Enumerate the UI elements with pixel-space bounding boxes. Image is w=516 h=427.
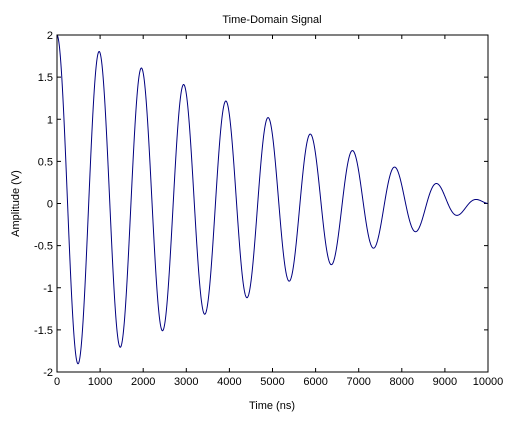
- x-tick-label: 7000: [346, 376, 370, 388]
- x-tick-label: 6000: [303, 376, 327, 388]
- x-tick-label: 4000: [217, 376, 241, 388]
- y-axis-label: Amplitude (V): [10, 170, 22, 237]
- y-tick-label: -2: [43, 367, 53, 379]
- y-tick-label: 2: [47, 30, 53, 42]
- chart-title: Time-Domain Signal: [222, 14, 321, 26]
- y-tick-label: -1.5: [34, 325, 53, 337]
- x-tick-label: 5000: [260, 376, 284, 388]
- x-tick-label: 1000: [88, 376, 112, 388]
- x-tick-label: 0: [54, 376, 60, 388]
- y-tick-label: -0.5: [34, 241, 53, 253]
- y-tick-label: 0.5: [38, 156, 53, 168]
- x-tick-label: 10000: [473, 376, 504, 388]
- plot-area: [57, 35, 488, 372]
- y-tick-label: 1.5: [38, 72, 53, 84]
- y-tick-label: 0: [47, 199, 53, 211]
- x-tick-label: 2000: [131, 376, 155, 388]
- x-axis-label: Time (ns): [249, 400, 295, 412]
- y-tick-label: -1: [43, 283, 53, 295]
- x-tick-label: 9000: [433, 376, 457, 388]
- x-tick-label: 8000: [390, 376, 414, 388]
- y-tick-label: 1: [47, 114, 53, 126]
- x-tick-label: 3000: [174, 376, 198, 388]
